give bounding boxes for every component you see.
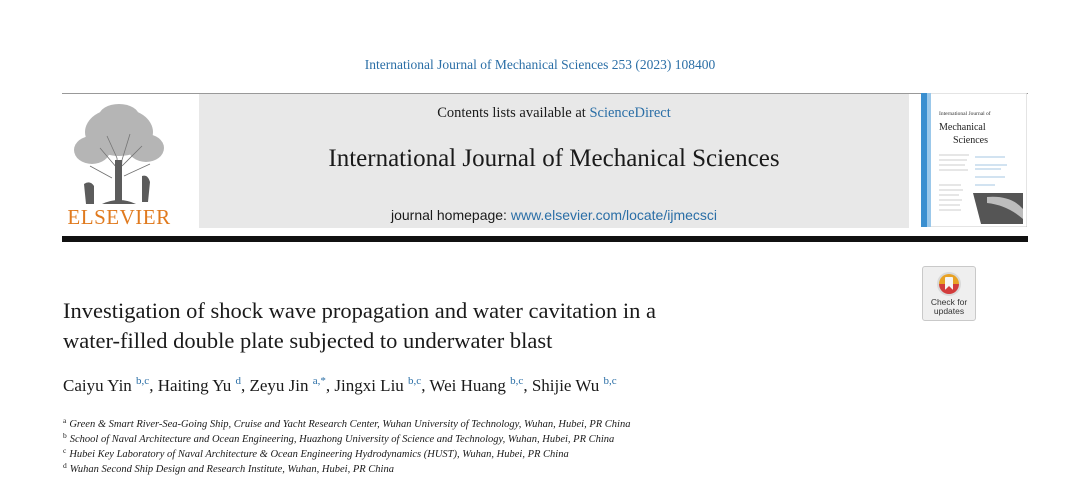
affiliation-item: c Hubei Key Laboratory of Naval Architect… — [63, 447, 963, 462]
affiliation-text: Wuhan Second Ship Design and Research In… — [69, 464, 394, 475]
article-title-line2: water-filled double plate subjected to u… — [63, 328, 553, 353]
affiliation-key: c — [63, 446, 67, 455]
crossmark-icon — [937, 272, 961, 296]
header-top-rule — [62, 93, 1028, 94]
affiliation-list: a Green & Smart River-Sea-Going Ship, Cru… — [63, 417, 963, 477]
author-affiliation-ref[interactable]: b,c — [603, 375, 617, 387]
article-title: Investigation of shock wave propagation … — [63, 296, 903, 356]
affiliation-item: a Green & Smart River-Sea-Going Ship, Cru… — [63, 417, 963, 432]
author-affiliation-ref[interactable]: a,* — [312, 375, 326, 387]
homepage-line: journal homepage: www.elsevier.com/locat… — [199, 207, 909, 223]
header-bottom-rule — [62, 236, 1028, 242]
affiliation-item: d Wuhan Second Ship Design and Research I… — [63, 462, 963, 477]
author-separator: , — [325, 376, 335, 395]
author-affiliation-ref[interactable]: d — [235, 375, 241, 387]
author-name[interactable]: Haiting Yu — [157, 376, 232, 395]
author-name[interactable]: Wei Huang — [429, 376, 506, 395]
check-for-updates-button[interactable]: Check for updates — [922, 266, 976, 321]
affiliation-text: Green & Smart River-Sea-Going Ship, Crui… — [69, 419, 631, 430]
affiliation-text: Hubei Key Laboratory of Naval Architectu… — [69, 449, 569, 460]
elsevier-wordmark: ELSEVIER — [67, 205, 171, 229]
affiliation-key: a — [63, 416, 67, 425]
author-separator: , — [240, 376, 250, 395]
cover-title-line2: Mechanical — [939, 122, 986, 133]
check-line1: Check for — [930, 297, 968, 307]
author-name[interactable]: Shijie Wu — [531, 376, 600, 395]
author-separator: , — [149, 376, 158, 395]
check-line2: updates — [933, 306, 965, 316]
author-affiliation-ref[interactable]: b,c — [408, 375, 422, 387]
contents-line: Contents lists available at ScienceDirec… — [199, 105, 909, 122]
elsevier-tree-logo — [74, 104, 164, 204]
author-name[interactable]: Zeyu Jin — [249, 376, 309, 395]
author-affiliation-ref[interactable]: b,c — [510, 375, 524, 387]
journal-title: International Journal of Mechanical Scie… — [328, 145, 780, 172]
affiliation-key: b — [63, 431, 67, 440]
affiliation-key: d — [63, 461, 67, 470]
author-list: Caiyu Yin b,c, Haiting Yu d, Zeyu Jin a,… — [63, 376, 963, 396]
homepage-link[interactable]: www.elsevier.com/locate/ijmecsci — [510, 207, 718, 223]
homepage-prefix: journal homepage: — [390, 207, 511, 223]
cover-title-line1: International Journal of — [939, 110, 991, 117]
affiliation-item: b School of Naval Architecture and Ocean … — [63, 432, 963, 447]
author-separator: , — [523, 376, 532, 395]
contents-prefix: Contents lists available at — [437, 105, 590, 121]
author-separator: , — [421, 376, 430, 395]
cover-title-line3: Sciences — [953, 135, 988, 146]
author-name[interactable]: Jingxi Liu — [334, 376, 404, 395]
journal-citation[interactable]: International Journal of Mechanical Scie… — [364, 57, 716, 72]
check-for-updates-label: Check for updates — [923, 298, 975, 316]
author-affiliation-ref[interactable]: b,c — [136, 375, 150, 387]
article-title-line1: Investigation of shock wave propagation … — [63, 298, 656, 323]
affiliation-text: School of Naval Architecture and Ocean E… — [69, 434, 615, 445]
sciencedirect-link[interactable]: ScienceDirect — [589, 105, 671, 121]
journal-cover-image[interactable]: International Journal of Mechanical Scie… — [921, 93, 1027, 227]
journal-header-band — [199, 94, 909, 228]
author-name[interactable]: Caiyu Yin — [63, 376, 132, 395]
